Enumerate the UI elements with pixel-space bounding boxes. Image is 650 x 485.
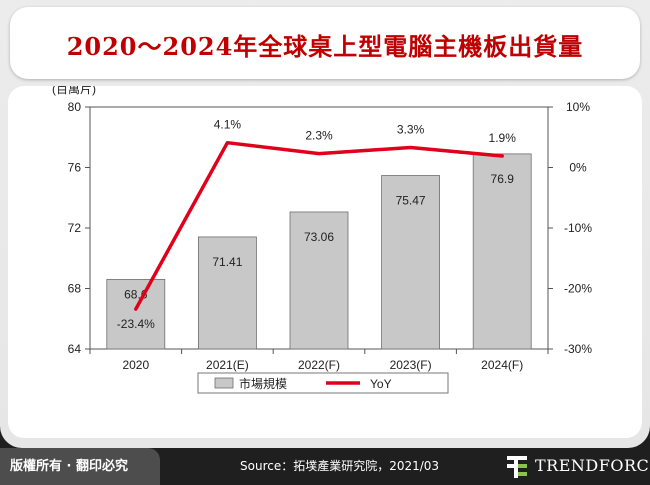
- y2-axis-tick-label: -10%: [564, 221, 592, 235]
- source-note: Source：拓墣產業研究院，2021/03: [240, 459, 440, 473]
- yoy-value-label: -23.4%: [117, 317, 155, 331]
- legend-bar-label: 市場規模: [239, 376, 287, 391]
- yoy-value-label: 3.3%: [397, 123, 425, 137]
- slide-card: 2020～2024年全球桌上型電腦主機板出貨量 80 76 72 68 64 10% 0% -…: [0, 0, 650, 448]
- y2-axis-tick-label: -20%: [564, 282, 592, 296]
- x-axis-tick-label: 2024(F): [481, 358, 523, 372]
- bar-value-label: 73.06: [304, 230, 334, 244]
- bar: [197, 236, 257, 350]
- copyright-notice: 版權所有 · 翻印必究: [0, 448, 160, 485]
- yoy-value-label: 4.1%: [214, 118, 242, 132]
- x-axis-tick-label: 2021(E): [206, 358, 249, 372]
- yoy-value-label: 2.3%: [305, 129, 333, 143]
- y2-axis-tick-label: 0%: [569, 161, 587, 175]
- y-axis-title: (百萬片): [52, 86, 96, 96]
- bar: [106, 279, 166, 350]
- chart-area: 80 76 72 68 64 10% 0% -10% -20% -30% (百萬片) 68.6 71.4…: [8, 86, 642, 438]
- x-axis-tick-label: 2022(F): [298, 358, 340, 372]
- bar: [381, 175, 441, 350]
- title-bar: 2020～2024年全球桌上型電腦主機板出貨量: [10, 7, 640, 79]
- y-axis-tick-label: 68: [68, 282, 82, 296]
- chart-svg: 807672686410%0%-10%-20%-30%(百萬片)68.671.4…: [52, 86, 592, 394]
- x-axis-tick-label: 2020: [122, 358, 149, 372]
- bar-value-label: 76.9: [491, 172, 515, 186]
- y-axis-tick-label: 72: [68, 221, 82, 235]
- y-axis-tick-label: 80: [68, 100, 82, 114]
- y2-axis-tick-label: -30%: [564, 342, 592, 356]
- trendforce-logo-text: TRENDFORCE: [535, 456, 650, 475]
- trendforce-logo-icon: [507, 456, 527, 478]
- x-axis-tick-label: 2023(F): [390, 358, 432, 372]
- yoy-value-label: 1.9%: [489, 131, 517, 145]
- legend-bar-swatch: [214, 377, 234, 389]
- bar: [472, 153, 532, 350]
- legend-line-label: YoY: [370, 377, 392, 391]
- bar-value-label: 75.47: [396, 194, 426, 208]
- y-axis-tick-label: 64: [68, 342, 82, 356]
- footer: 版權所有 · 翻印必究 Source：拓墣產業研究院，2021/03 TREND…: [0, 448, 650, 485]
- yoy-line: [134, 140, 504, 311]
- bar-value-label: 71.41: [212, 255, 242, 269]
- legend-box: [197, 372, 449, 394]
- y-axis-tick-label: 76: [68, 161, 82, 175]
- bar: [289, 211, 349, 350]
- y2-axis-tick-label: 10%: [566, 100, 590, 114]
- chart-title: 2020～2024年全球桌上型電腦主機板出貨量: [66, 32, 584, 61]
